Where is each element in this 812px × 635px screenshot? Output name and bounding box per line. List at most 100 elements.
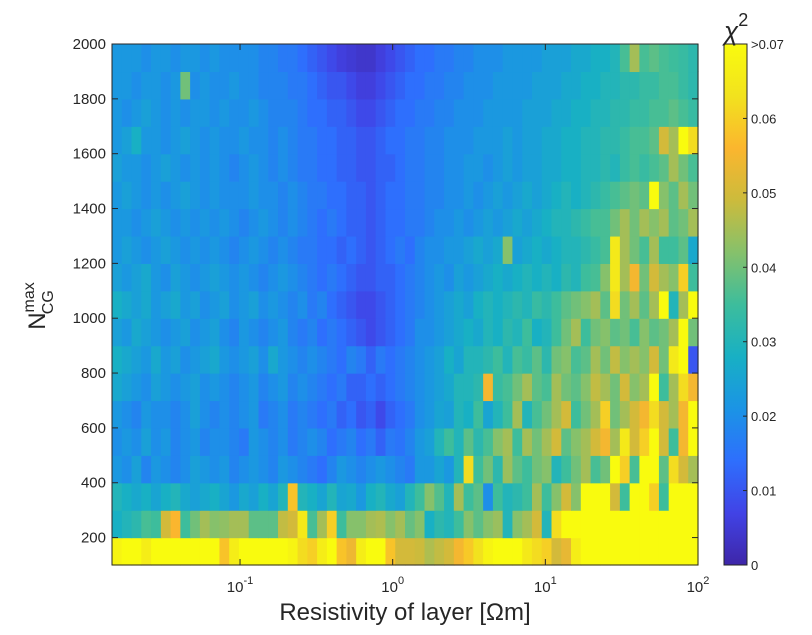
heatmap-cell — [307, 290, 318, 319]
heatmap-cell — [434, 181, 445, 210]
heatmap-cell — [131, 235, 142, 264]
heatmap-cell — [141, 290, 152, 319]
heatmap-cell — [287, 71, 299, 100]
heatmap-cell — [463, 290, 474, 319]
heatmap-cell — [629, 373, 640, 402]
heatmap-cell — [180, 71, 191, 100]
heatmap-cell — [619, 482, 631, 511]
heatmap-cell — [668, 98, 680, 127]
heatmap-cell — [473, 181, 484, 210]
heatmap-cell — [307, 318, 318, 347]
heatmap-cell — [287, 318, 299, 347]
heatmap-cell — [444, 373, 455, 402]
heatmap-cell — [229, 153, 240, 182]
heatmap-cell — [473, 98, 484, 127]
heatmap-cell — [356, 510, 367, 539]
heatmap-cell — [141, 400, 152, 429]
heatmap-cell — [619, 318, 631, 347]
heatmap-cell — [317, 44, 328, 73]
heatmap-cell — [405, 318, 416, 347]
heatmap-cell — [473, 44, 484, 73]
heatmap-cell — [580, 126, 592, 155]
heatmap-cell — [131, 98, 142, 127]
heatmap-cell — [434, 537, 445, 566]
heatmap-cell — [424, 126, 435, 155]
heatmap-cell — [561, 318, 572, 347]
heatmap-cell — [317, 510, 328, 539]
heatmap-cell — [590, 290, 601, 319]
heatmap-cell — [151, 345, 162, 374]
heatmap-cell — [170, 455, 181, 484]
heatmap-cell — [492, 482, 504, 511]
heatmap-cell — [307, 373, 318, 402]
heatmap-cell — [414, 126, 426, 155]
heatmap-cell — [209, 345, 221, 374]
heatmap-cell — [522, 373, 533, 402]
heatmap-cell — [395, 400, 406, 429]
y-tick-label: 1600 — [73, 146, 106, 163]
heatmap-cell — [190, 71, 201, 100]
heatmap-cell — [463, 318, 474, 347]
heatmap-cell — [258, 537, 269, 566]
colorbar-tick-label: 0.05 — [751, 186, 776, 201]
heatmap-cell — [170, 44, 181, 73]
heatmap-cell — [346, 181, 357, 210]
heatmap-cell — [209, 482, 221, 511]
heatmap-cell — [121, 126, 133, 155]
heatmap-cell — [483, 126, 494, 155]
heatmap-cell — [629, 400, 640, 429]
heatmap-cell — [580, 235, 592, 264]
heatmap-cell — [561, 153, 572, 182]
heatmap-cell — [502, 71, 514, 100]
heatmap-cell — [238, 44, 250, 73]
heatmap-cell — [209, 181, 221, 210]
heatmap-cell — [619, 345, 631, 374]
heatmap-cell — [590, 263, 601, 292]
heatmap-cell — [199, 482, 211, 511]
heatmap-cell — [531, 181, 543, 210]
heatmap-cell — [619, 263, 631, 292]
heatmap-cell — [551, 373, 562, 402]
heatmap-cell — [580, 98, 592, 127]
heatmap-cell — [121, 482, 133, 511]
heatmap-cell — [307, 400, 318, 429]
heatmap-cell — [365, 373, 377, 402]
heatmap-cell — [346, 235, 357, 264]
heatmap-cell — [414, 510, 426, 539]
heatmap-cell — [160, 290, 172, 319]
heatmap-cell — [473, 373, 484, 402]
heatmap-cell — [531, 455, 543, 484]
heatmap-cell — [238, 537, 250, 566]
heatmap-cell — [112, 208, 123, 237]
heatmap-cell — [297, 455, 308, 484]
heatmap-cell — [405, 71, 416, 100]
heatmap-cell — [365, 510, 377, 539]
heatmap-cell — [317, 263, 328, 292]
heatmap-cell — [170, 235, 181, 264]
heatmap-cell — [297, 153, 308, 182]
heatmap-cell — [199, 153, 211, 182]
heatmap-cell — [141, 345, 152, 374]
heatmap-cell — [278, 318, 289, 347]
heatmap-cell — [463, 208, 474, 237]
heatmap-cell — [541, 98, 553, 127]
x-tick-label: 102 — [687, 575, 710, 596]
heatmap-cell — [658, 153, 670, 182]
heatmap-cell — [287, 126, 299, 155]
heatmap-cell — [522, 208, 533, 237]
heatmap-cell — [561, 345, 572, 374]
heatmap-cell — [375, 345, 387, 374]
heatmap-cell — [492, 208, 504, 237]
heatmap-cell — [219, 345, 230, 374]
heatmap-cell — [453, 318, 465, 347]
heatmap-cell — [395, 345, 406, 374]
heatmap-cell — [649, 373, 660, 402]
heatmap-cell — [278, 235, 289, 264]
heatmap-cell — [463, 126, 474, 155]
heatmap-cell — [160, 427, 172, 456]
heatmap-cell — [444, 510, 455, 539]
heatmap-cell — [287, 44, 299, 73]
heatmap-cell — [287, 290, 299, 319]
heatmap-cell — [541, 373, 553, 402]
heatmap-cell — [610, 44, 621, 73]
